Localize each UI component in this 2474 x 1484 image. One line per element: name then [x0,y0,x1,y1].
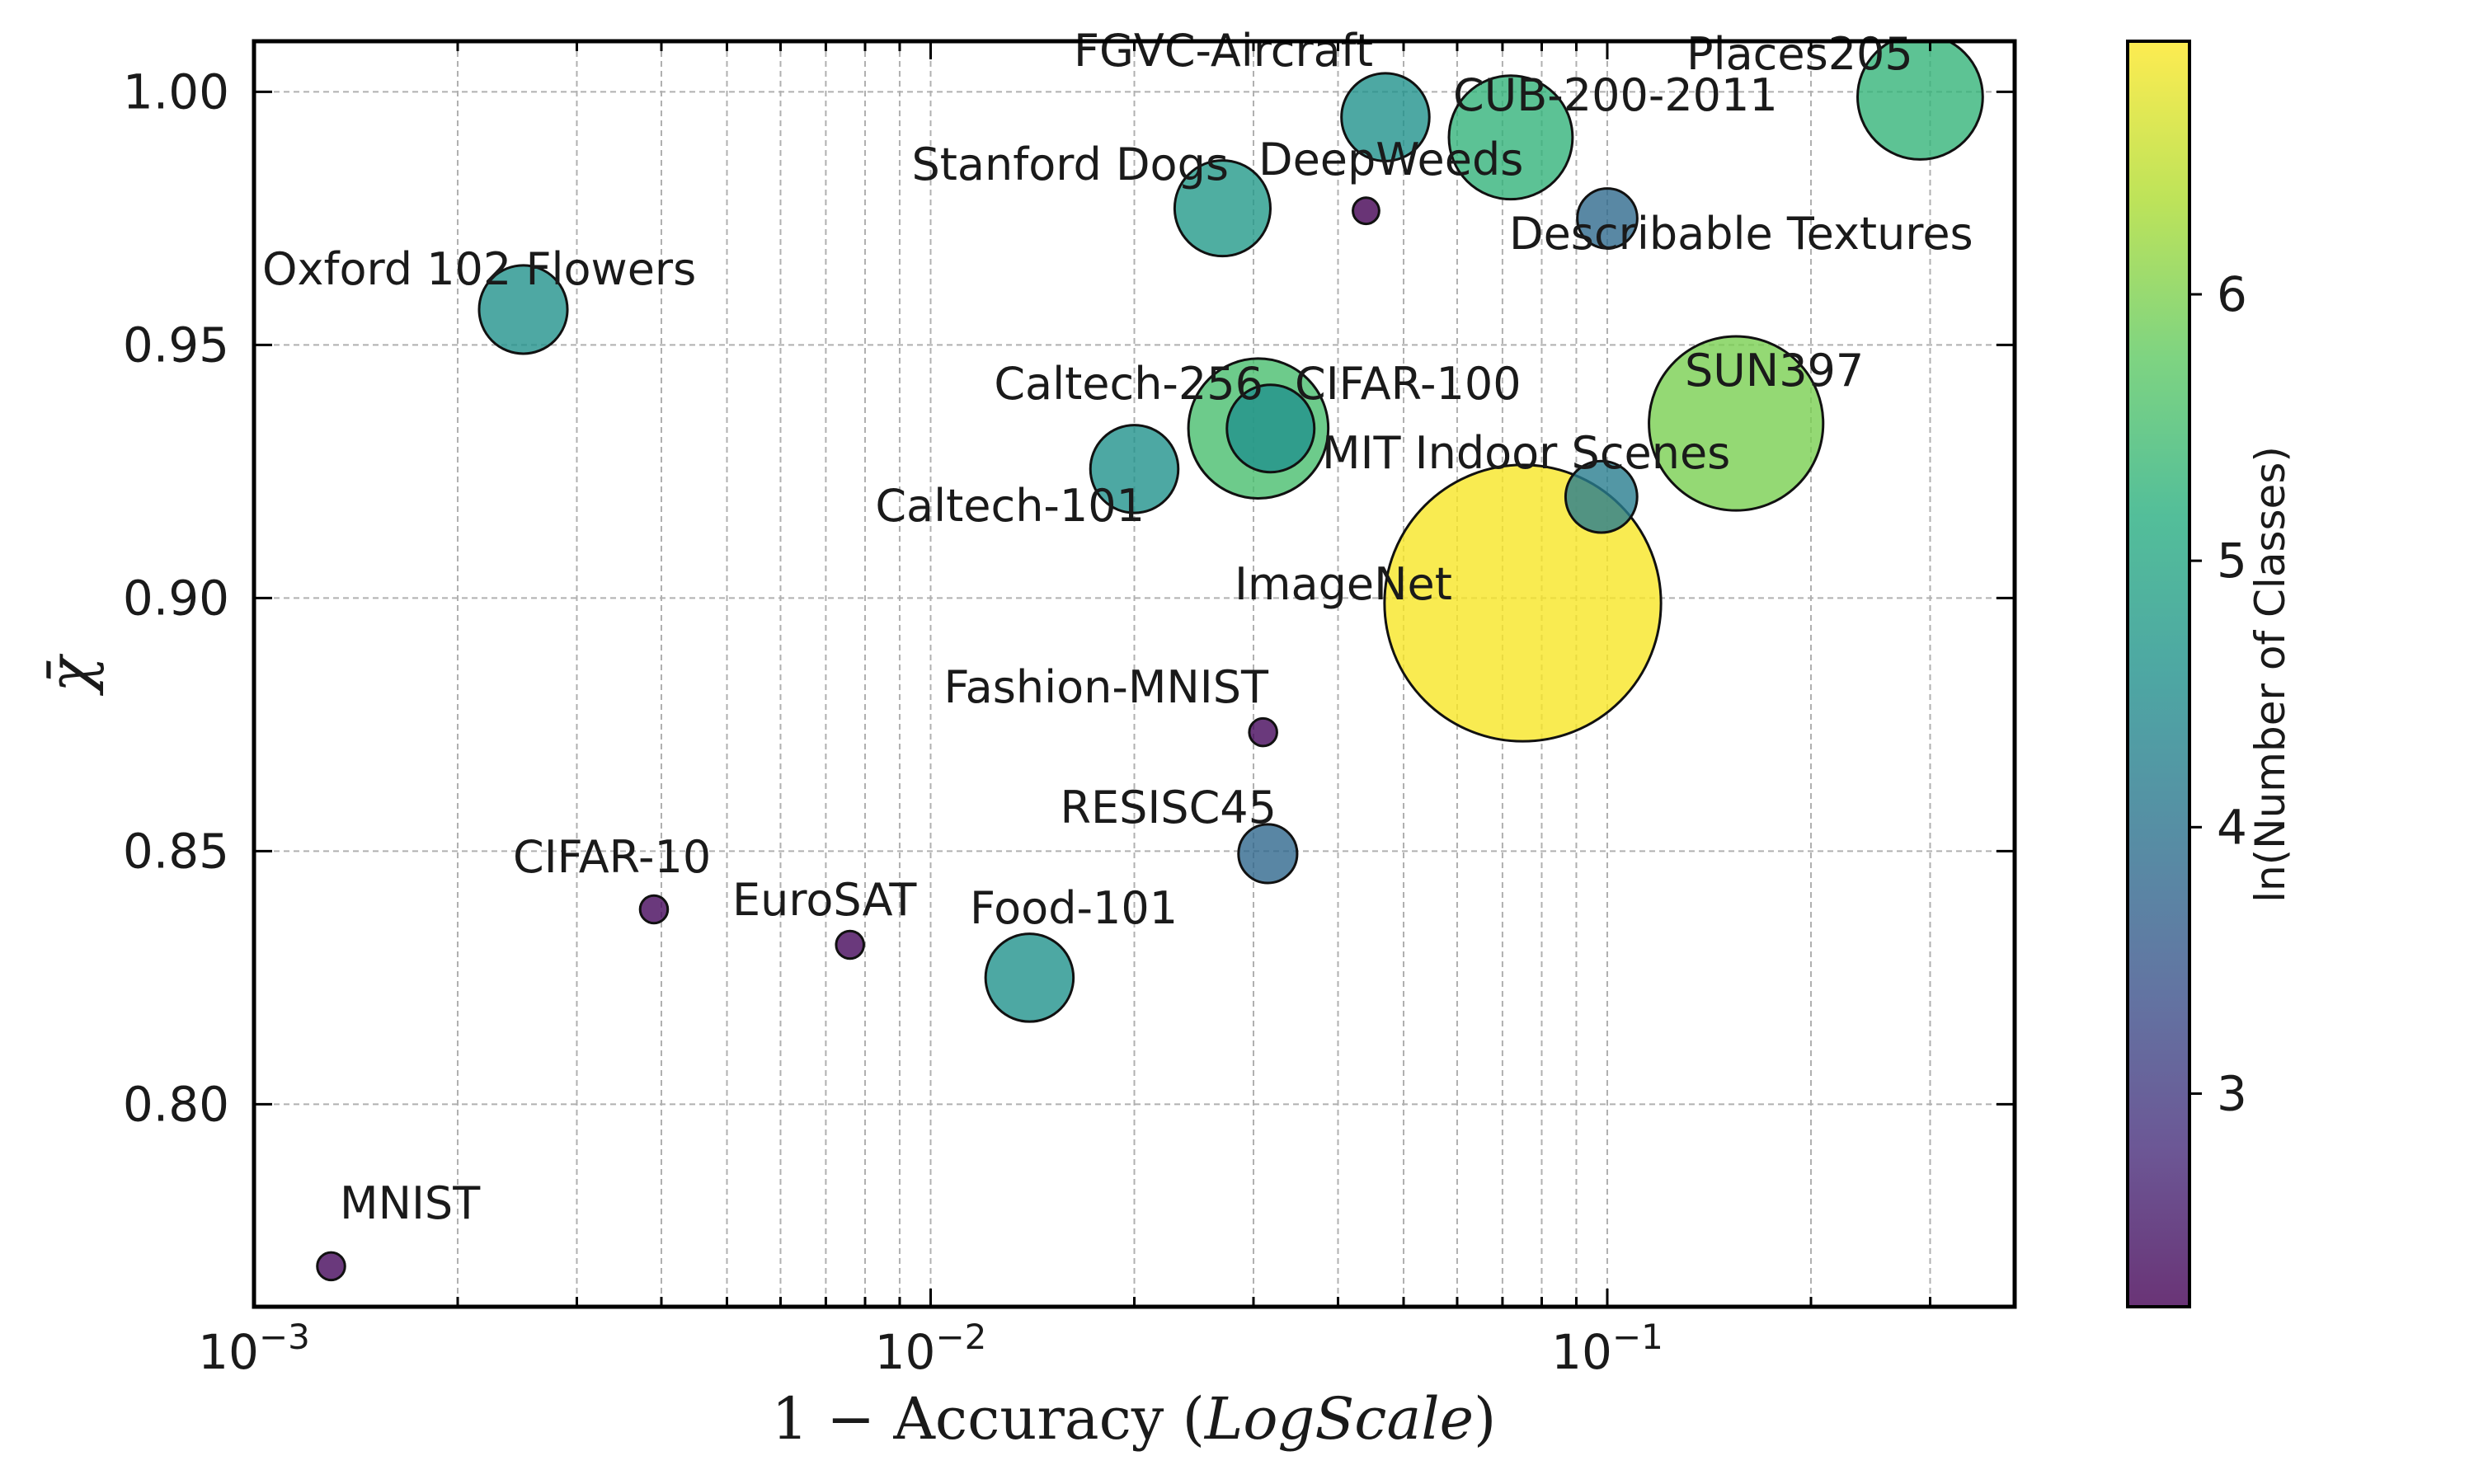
point-label: ImageNet [1235,558,1452,610]
data-point [1648,335,1825,512]
data-point [316,1251,346,1282]
colorbar-label: ln(Number of Classes) [2246,446,2294,903]
colorbar-ticks: 3 4 5 6 [2189,266,2247,1121]
data-point [1383,463,1663,743]
point-label: FGVC-Aircraft [1074,25,1373,77]
data-point [1564,459,1639,534]
point-label: MIT Indoor Scenes [1322,427,1730,479]
y-axis-label: χ̄ [35,653,105,697]
x-axis-label: 1 − Accuracy (LogScale) [772,1385,1497,1453]
data-point [1352,196,1380,226]
axis-ticks: 0.80 0.85 0.90 0.95 1.00 10−3 10−2 10−1 [123,41,2016,1380]
point-label: Places205 [1686,28,1913,80]
colorbar-tick-label: 4 [2217,799,2247,855]
point-label: CIFAR-10 [513,831,711,883]
colorbar-tick-label: 3 [2217,1065,2247,1121]
point-label: Fashion-MNIST [944,661,1269,713]
colorbar: 3 4 5 6 ln(Number of Classes) [2126,40,2294,1308]
data-point [1248,716,1278,748]
point-label: Caltech-101 [875,480,1145,532]
point-label: EuroSAT [732,874,917,926]
data-point [984,932,1075,1023]
data-point [477,264,569,355]
x-tick-label: 10−1 [1551,1317,1663,1380]
data-point [1576,187,1639,250]
data-point [1447,74,1574,201]
y-tick-label: 0.80 [123,1076,229,1132]
y-tick-label: 0.85 [123,823,229,879]
data-points [316,41,1984,1282]
data-point [1089,424,1180,514]
colorbar-tick-label: 6 [2217,266,2247,322]
colorbar-frame [2126,40,2191,1308]
point-label: SUN397 [1685,345,1864,397]
x-tick-label: 10−2 [875,1317,987,1380]
point-label: Caltech-256 [994,358,1263,410]
y-tick-label: 1.00 [123,63,229,120]
data-point [835,929,865,960]
point-label: CUB-200-2011 [1453,69,1778,121]
colorbar-tick-label: 5 [2217,533,2247,589]
data-point [1173,159,1272,258]
data-point [638,894,670,925]
colorbar-gradient [2128,41,2189,1307]
y-tick-label: 0.95 [123,317,229,373]
point-label: Food-101 [970,882,1178,934]
data-point [1856,41,1984,161]
point-label: RESISC45 [1060,782,1277,834]
data-point [1340,72,1431,162]
data-point [1225,383,1316,474]
data-point [1237,823,1299,885]
x-tick-label: 10−3 [198,1317,310,1380]
point-label: DeepWeeds [1258,134,1523,186]
point-label: Describable Textures [1509,208,1973,260]
point-label: CIFAR-100 [1295,358,1522,410]
y-tick-label: 0.90 [123,570,229,626]
point-labels: MNIST CIFAR-10 EuroSAT Food-101 Fashion-MNIS… [262,25,1973,1229]
point-label: MNIST [340,1177,481,1229]
point-label: Stanford Dogs [911,139,1229,190]
point-label: Oxford 102 Flowers [262,243,696,295]
